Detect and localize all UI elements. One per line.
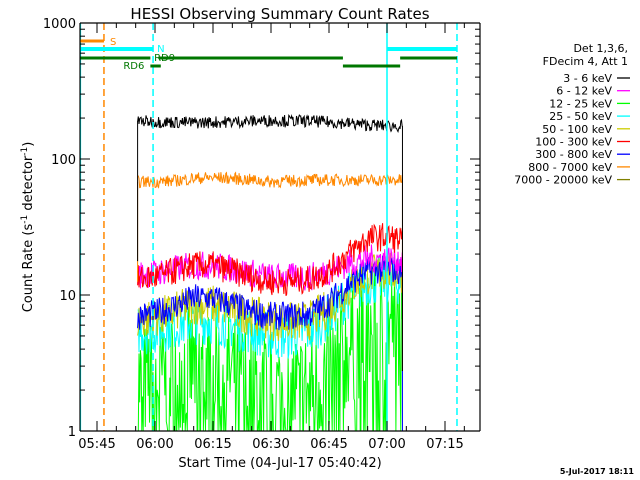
x-tick-label: 05:45 <box>78 437 115 452</box>
axes: 1 10 100 1000 05:45 06:00 06:15 06:30 06:45 07:00… <box>43 17 481 452</box>
x-tick-label: 06:30 <box>252 437 289 452</box>
flag-label-rd9: RD9 <box>154 53 175 64</box>
series-line-800to7000kev <box>137 171 403 189</box>
x-axis-label: Start Time (04-Jul-17 05:40:42) <box>178 456 381 471</box>
legend-label: 50 - 100 keV <box>542 123 612 136</box>
legend-header-2: FDecim 4, Att 1 <box>543 55 628 68</box>
legend-header-1: Det 1,3,6, <box>573 42 628 55</box>
series-line-100to300kev <box>137 223 403 297</box>
x-tick-label: 07:00 <box>368 437 405 452</box>
legend-label: 300 - 800 keV <box>535 148 612 161</box>
timestamp: 5-Jul-2017 18:11 <box>560 467 635 476</box>
flag-label-rd6: RD6 <box>123 61 144 72</box>
legend-label: 25 - 50 keV <box>549 110 612 123</box>
y-tick-label: 100 <box>51 153 76 168</box>
legend-label: 100 - 300 keV <box>535 136 612 149</box>
legend-label: 12 - 25 keV <box>549 97 612 110</box>
flag-label-n: N <box>157 44 164 55</box>
chart-title: HESSI Observing Summary Count Rates <box>130 5 429 23</box>
y-tick-label: 1000 <box>43 17 76 32</box>
x-tick-label: 06:00 <box>136 437 173 452</box>
y-axis-label-sup2: -1 <box>20 147 30 156</box>
y-tick-label: 1 <box>68 425 76 440</box>
series-line-50to100kev <box>137 251 403 342</box>
x-tick-label: 07:15 <box>426 437 463 452</box>
y-tick-label: 10 <box>59 289 76 304</box>
series-line-300to800kev <box>137 255 403 331</box>
series-line-25to50kev <box>137 255 403 359</box>
y-axis-label-end: ) <box>21 142 36 147</box>
flag-label-s: S <box>110 37 116 48</box>
legend-label: 800 - 7000 keV <box>528 161 612 174</box>
legend-label: 7000 - 20000 keV <box>514 174 612 187</box>
legend-label: 3 - 6 keV <box>563 72 612 85</box>
y-axis-label-mid: detector <box>21 155 36 215</box>
y-axis-label-main: Count Rate (s <box>21 224 36 313</box>
y-axis-label-sup1: -1 <box>20 215 30 224</box>
x-tick-label: 06:15 <box>194 437 231 452</box>
x-tick-label: 06:45 <box>310 437 347 452</box>
y-axis-label: Count Rate (s-1 detector-1) <box>20 142 36 313</box>
data-layer <box>137 113 403 432</box>
series-line-3to6kev <box>137 113 403 134</box>
legend-label: 6 - 12 keV <box>556 85 612 98</box>
